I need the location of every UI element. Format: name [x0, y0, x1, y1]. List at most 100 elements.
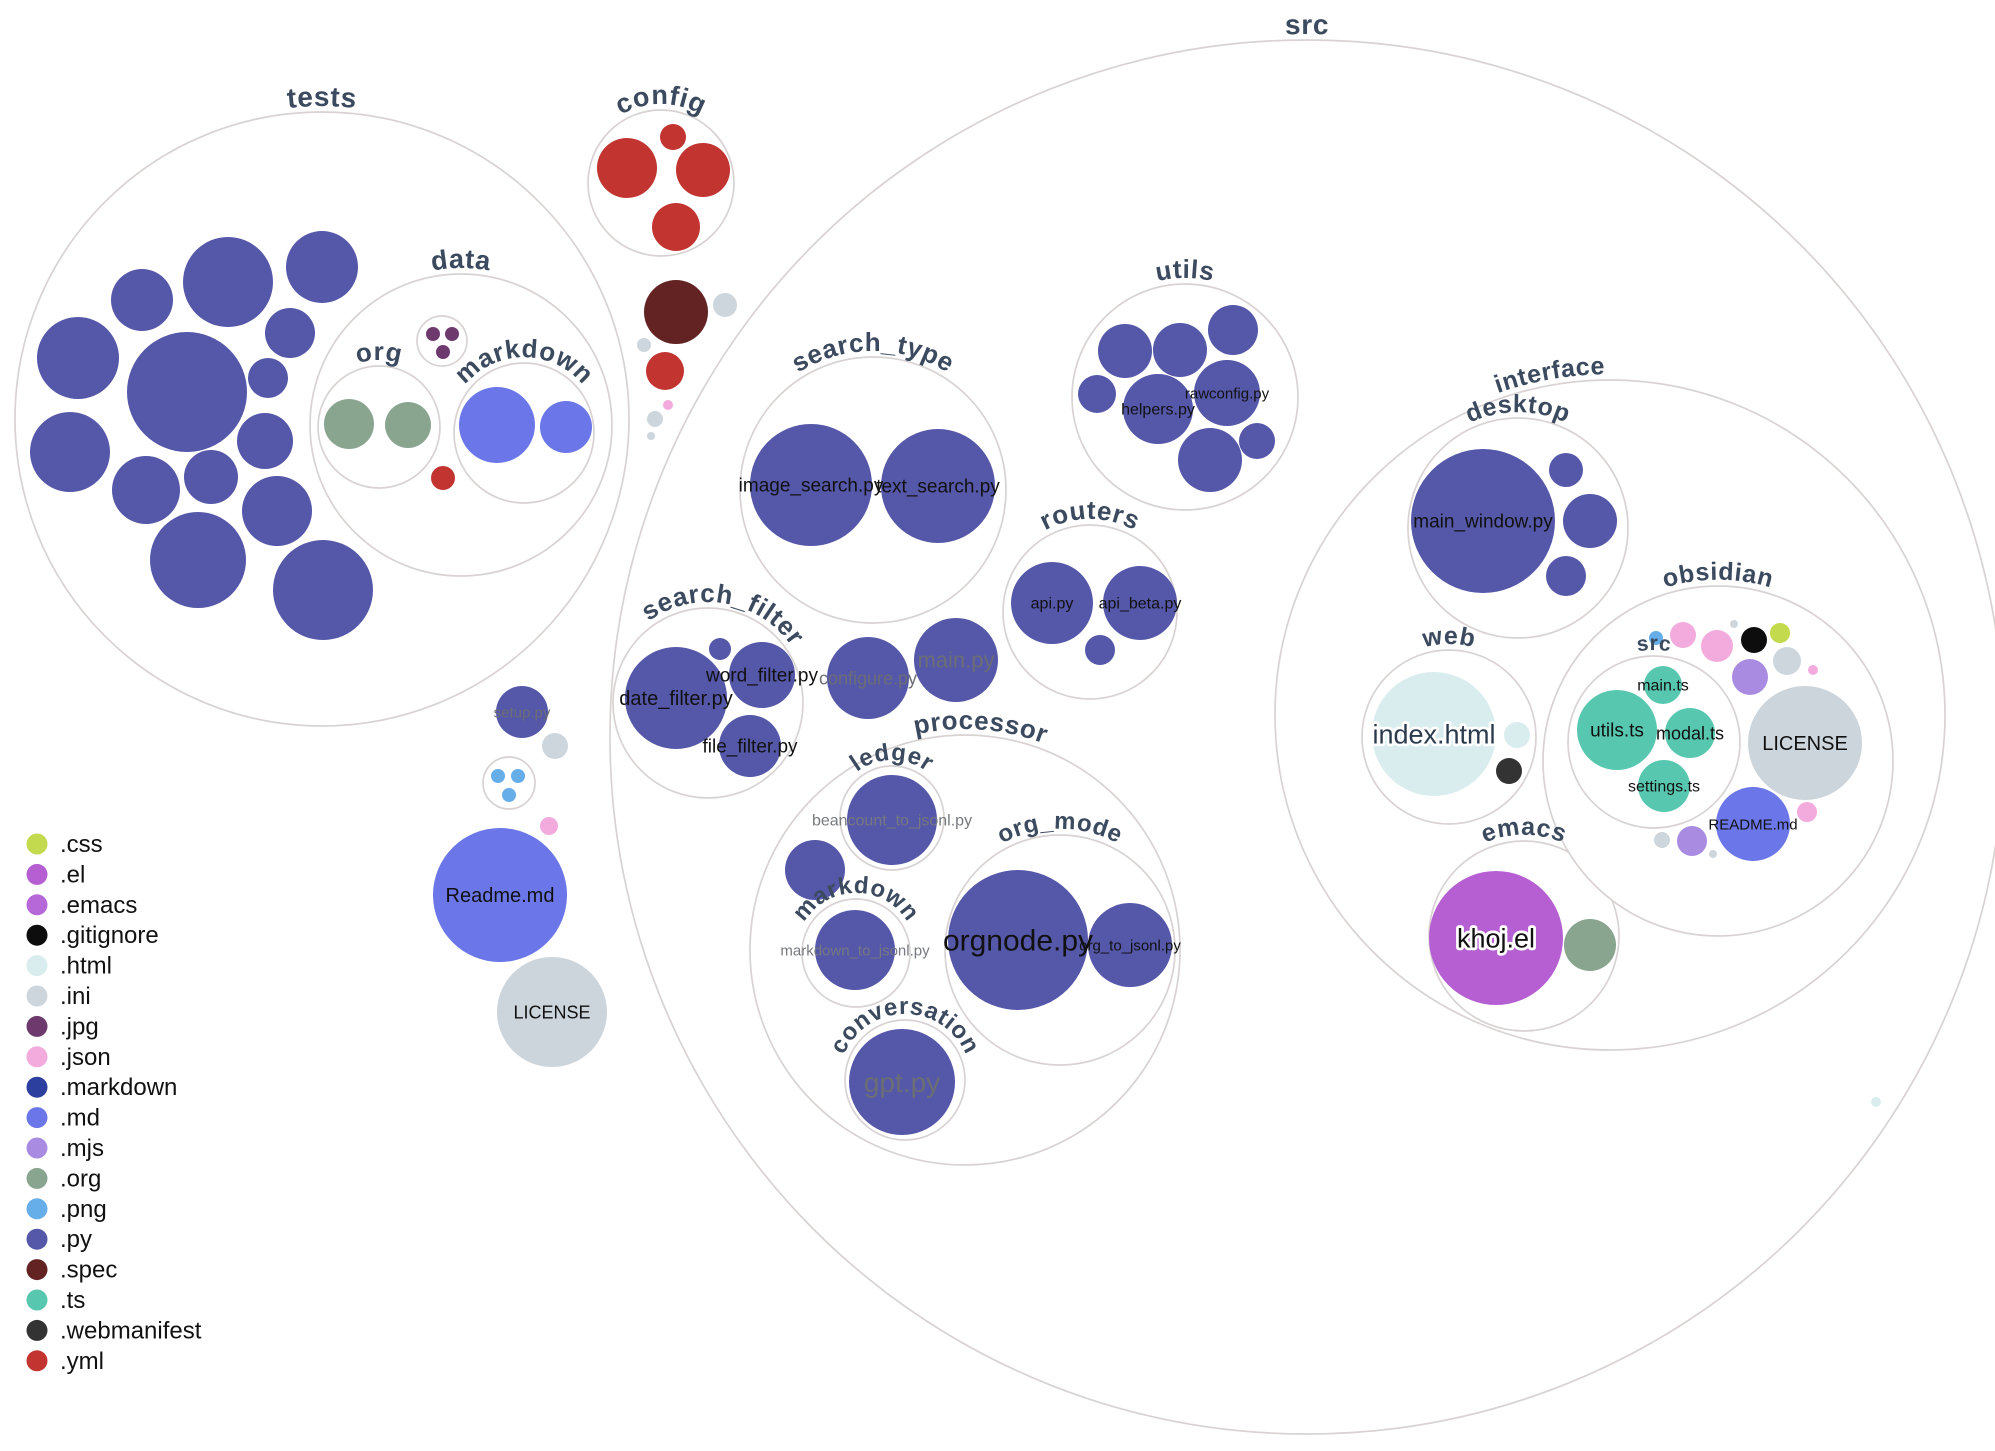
- file-configure.py-label: configure.py: [819, 668, 917, 688]
- file-yml-dot[interactable]: [660, 124, 686, 150]
- file-yml-dot[interactable]: [431, 466, 455, 490]
- file-khoj.el[interactable]: [1429, 871, 1563, 1005]
- file-py-dot[interactable]: [1549, 453, 1583, 487]
- file-py-dot[interactable]: [1208, 305, 1258, 355]
- file-utils.ts[interactable]: [1577, 690, 1657, 770]
- file-ini-dot[interactable]: [1654, 832, 1670, 848]
- file-py-dot[interactable]: [1239, 423, 1275, 459]
- file-png-dot[interactable]: [491, 769, 505, 783]
- file-py-dot[interactable]: [1546, 556, 1586, 596]
- file-png-dot[interactable]: [502, 788, 516, 802]
- file-index.html[interactable]: [1372, 672, 1496, 796]
- file-gitignore-dot[interactable]: [1741, 627, 1767, 653]
- file-beancount_to_jsonl.py[interactable]: [847, 775, 937, 865]
- file-py-dot[interactable]: [127, 332, 247, 452]
- file-py-dot[interactable]: [286, 231, 358, 303]
- file-css-dot[interactable]: [1770, 623, 1790, 643]
- file-yml-dot[interactable]: [597, 138, 657, 198]
- file-main.ts[interactable]: [1644, 666, 1682, 704]
- file-jpg-dot[interactable]: [436, 345, 450, 359]
- file-LICENSE[interactable]: [497, 957, 607, 1067]
- file-ini-dot[interactable]: [637, 338, 651, 352]
- file-orgnode.py[interactable]: [948, 870, 1088, 1010]
- file-py-dot[interactable]: [1078, 375, 1116, 413]
- file-png-dot[interactable]: [1649, 631, 1663, 645]
- file-py-dot[interactable]: [1563, 494, 1617, 548]
- file-image_search.py[interactable]: [750, 424, 872, 546]
- file-Readme.md[interactable]: [433, 828, 567, 962]
- file-date_filter.py[interactable]: [625, 647, 727, 749]
- file-file_filter.py[interactable]: [719, 715, 781, 777]
- file-ini-dot[interactable]: [1773, 647, 1801, 675]
- file-ini-dot[interactable]: [647, 432, 655, 440]
- file-py-dot[interactable]: [183, 237, 273, 327]
- file-md-dot[interactable]: [459, 387, 535, 463]
- file-py-dot[interactable]: [242, 476, 312, 546]
- legend-label-py: .py: [60, 1226, 92, 1253]
- file-api.py[interactable]: [1011, 562, 1093, 644]
- file-py-dot[interactable]: [709, 638, 731, 660]
- file-setup.py[interactable]: [496, 686, 548, 738]
- file-py-dot[interactable]: [150, 512, 246, 608]
- file-ini-dot[interactable]: [1730, 620, 1738, 628]
- file-yml-dot[interactable]: [652, 203, 700, 251]
- file-api_beta.py[interactable]: [1103, 566, 1177, 640]
- file-json-dot[interactable]: [1670, 622, 1696, 648]
- file-py-dot[interactable]: [111, 269, 173, 331]
- file-gpt.py[interactable]: [849, 1029, 955, 1135]
- file-word_filter.py[interactable]: [729, 642, 795, 708]
- file-markdown_to_jsonl.py[interactable]: [815, 910, 895, 990]
- file-modal.ts[interactable]: [1665, 708, 1715, 758]
- file-yml-dot[interactable]: [646, 352, 684, 390]
- file-json-dot[interactable]: [663, 400, 673, 410]
- file-ini-dot[interactable]: [713, 293, 737, 317]
- file-html-dot[interactable]: [1871, 1097, 1881, 1107]
- file-py-dot[interactable]: [1085, 635, 1115, 665]
- file-py-dot[interactable]: [248, 358, 288, 398]
- file-rawconfig.py[interactable]: [1194, 360, 1260, 426]
- file-webmanifest-dot[interactable]: [1496, 758, 1522, 784]
- file-mjs-dot[interactable]: [1732, 659, 1768, 695]
- file-jpg-dot[interactable]: [426, 327, 440, 341]
- file-text_search.py[interactable]: [881, 429, 995, 543]
- file-py-dot[interactable]: [273, 540, 373, 640]
- file-ini-dot[interactable]: [1709, 850, 1717, 858]
- file-md-dot[interactable]: [540, 401, 592, 453]
- file-Khoj.spec[interactable]: [644, 280, 708, 344]
- file-json-dot[interactable]: [1701, 630, 1733, 662]
- file-py-dot[interactable]: [785, 840, 845, 900]
- dir-org-circle[interactable]: [317, 365, 441, 489]
- file-khoj.el-label: khoj.el: [1457, 923, 1535, 953]
- file-mjs-dot[interactable]: [1677, 826, 1707, 856]
- dir-search_type-circle[interactable]: [739, 356, 1007, 624]
- file-py-dot[interactable]: [1178, 428, 1242, 492]
- file-README.md[interactable]: [1716, 787, 1790, 861]
- file-settings.ts[interactable]: [1638, 760, 1690, 812]
- file-main_window.py[interactable]: [1411, 449, 1555, 593]
- file-json-dot[interactable]: [1808, 665, 1818, 675]
- file-ini-dot[interactable]: [542, 733, 568, 759]
- file-ini-dot[interactable]: [647, 411, 663, 427]
- file-py-dot[interactable]: [30, 412, 110, 492]
- file-py-dot[interactable]: [184, 450, 238, 504]
- file-helpers.py[interactable]: [1123, 374, 1193, 444]
- file-html-dot[interactable]: [1504, 722, 1530, 748]
- file-org_to_jsonl.py[interactable]: [1088, 903, 1172, 987]
- file-png-dot[interactable]: [511, 769, 525, 783]
- file-json-dot[interactable]: [1797, 802, 1817, 822]
- file-py-dot[interactable]: [1098, 324, 1152, 378]
- file-org-dot[interactable]: [324, 399, 374, 449]
- file-LICENSE[interactable]: [1748, 686, 1862, 800]
- file-org-dot[interactable]: [385, 402, 431, 448]
- file-yml-dot[interactable]: [676, 143, 730, 197]
- file-main.py[interactable]: [914, 618, 998, 702]
- file-json-dot[interactable]: [540, 817, 558, 835]
- file-py-dot[interactable]: [112, 456, 180, 524]
- file-py-dot[interactable]: [237, 413, 293, 469]
- file-py-dot[interactable]: [37, 317, 119, 399]
- file-org-dot[interactable]: [1564, 919, 1616, 971]
- file-jpg-dot[interactable]: [445, 327, 459, 341]
- file-py-dot[interactable]: [265, 308, 315, 358]
- file-configure.py[interactable]: [827, 637, 909, 719]
- file-py-dot[interactable]: [1153, 323, 1207, 377]
